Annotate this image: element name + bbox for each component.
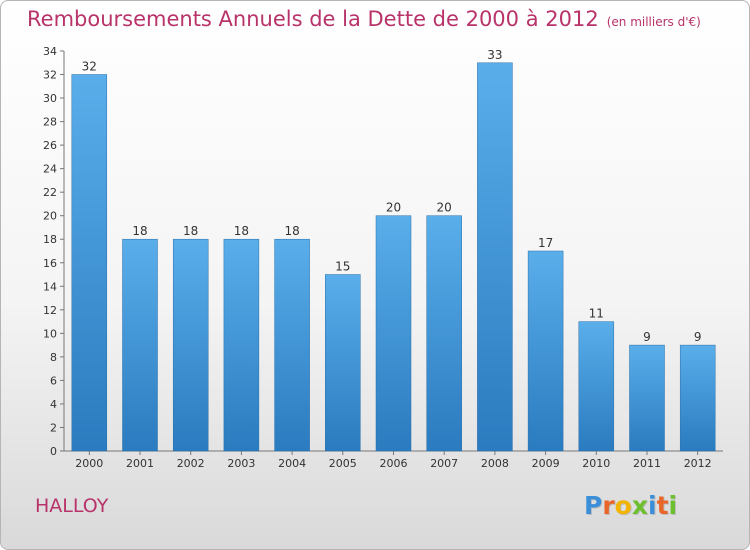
- y-tick-label: 4: [50, 398, 57, 411]
- y-tick-label: 26: [43, 139, 57, 152]
- logo-letter: x: [631, 491, 648, 520]
- bar: [629, 344, 665, 452]
- y-tick-label: 28: [43, 116, 57, 129]
- x-tick-label: 2009: [532, 457, 560, 470]
- bar-value-label: 18: [284, 224, 299, 238]
- x-tick-label: 2003: [227, 457, 255, 470]
- logo-letter: i: [668, 491, 678, 520]
- x-tick-label: 2002: [177, 457, 205, 470]
- logo-letter: t: [656, 491, 669, 520]
- y-tick-label: 22: [43, 186, 57, 199]
- bar: [223, 238, 260, 452]
- data-labels: 32 18 18 18 18 15 20 20 33 17 11 9 9: [82, 48, 702, 344]
- y-tick-label: 2: [50, 421, 57, 434]
- bar: [477, 62, 513, 452]
- logo-letter: P: [584, 491, 603, 520]
- bar: [527, 250, 564, 452]
- y-tick-label: 32: [43, 69, 57, 82]
- bar-value-label: 18: [234, 224, 249, 238]
- x-tick-label: 2001: [126, 457, 154, 470]
- x-tick-label: 2005: [329, 457, 357, 470]
- bar-value-label: 17: [538, 236, 553, 250]
- bar-value-label: 15: [335, 260, 350, 274]
- bar-value-label: 20: [386, 201, 401, 215]
- chart-title: Remboursements Annuels de la Dette de 20…: [27, 7, 701, 31]
- bar: [71, 74, 108, 452]
- x-tick-label: 2011: [633, 457, 661, 470]
- y-tick-label: 30: [43, 92, 57, 105]
- x-tick-label: 2007: [430, 457, 458, 470]
- bars: [71, 62, 716, 452]
- y-tick-label: 12: [43, 304, 57, 317]
- x-tick-label: 2000: [75, 457, 103, 470]
- y-tick-label: 8: [50, 351, 57, 364]
- bar: [679, 344, 716, 452]
- title-main: Remboursements Annuels de la Dette de 20…: [27, 7, 599, 31]
- bar: [375, 215, 412, 452]
- logo-letter: o: [614, 491, 632, 520]
- bar-value-label: 33: [487, 48, 502, 62]
- logo-letter: i: [648, 491, 657, 520]
- bar: [578, 321, 615, 452]
- y-tick-label: 0: [50, 445, 57, 458]
- y-tick-label: 14: [43, 280, 57, 293]
- x-tick-label: 2010: [582, 457, 610, 470]
- y-tick-label: 20: [43, 210, 57, 223]
- logo-letter: r: [602, 491, 615, 520]
- x-tick-label: 2004: [278, 457, 306, 470]
- bar: [426, 215, 462, 452]
- bar-value-label: 9: [694, 330, 702, 344]
- bar: [122, 238, 158, 452]
- bar: [274, 238, 310, 452]
- y-tick-label: 10: [43, 327, 57, 340]
- bar-value-label: 32: [82, 60, 97, 74]
- y-tick-label: 24: [43, 163, 57, 176]
- bar-value-label: 18: [183, 224, 198, 238]
- x-tick-label: 2012: [684, 457, 712, 470]
- y-tick-label: 6: [50, 374, 57, 387]
- bar: [172, 238, 209, 452]
- bar-value-label: 9: [643, 330, 651, 344]
- commune-name: HALLOY: [35, 495, 109, 517]
- y-tick-label: 34: [43, 45, 57, 58]
- proxiti-logo: Proxiti: [584, 491, 677, 520]
- title-unit-note: (en milliers d'€): [606, 15, 701, 29]
- bar-value-label: 11: [589, 307, 604, 321]
- bar-value-label: 18: [132, 224, 147, 238]
- bar-value-label: 20: [437, 201, 452, 215]
- y-tick-label: 16: [43, 257, 57, 270]
- x-tick-label: 2008: [481, 457, 509, 470]
- x-tick-label: 2006: [380, 457, 408, 470]
- y-tick-label: 18: [43, 233, 57, 246]
- bar: [325, 274, 361, 452]
